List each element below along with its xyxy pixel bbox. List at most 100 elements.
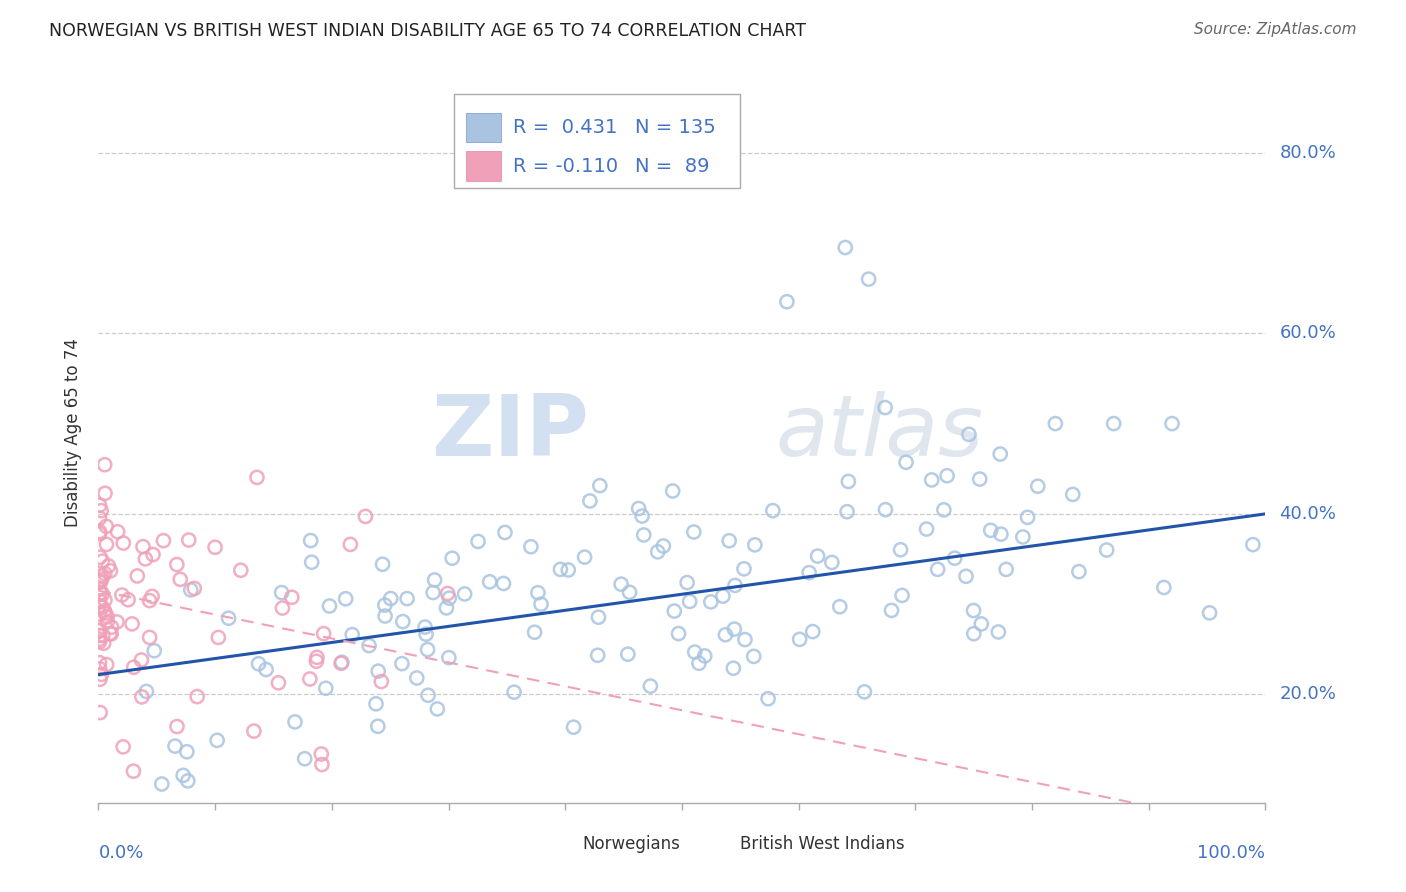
Point xyxy=(1153,581,1175,595)
Point xyxy=(94,606,117,620)
Point xyxy=(955,569,977,583)
Point xyxy=(138,593,160,607)
Point xyxy=(339,537,361,551)
Point xyxy=(89,511,111,525)
Point xyxy=(734,632,756,647)
Text: 80.0%: 80.0% xyxy=(1279,144,1336,161)
Point xyxy=(494,525,516,540)
Point xyxy=(891,588,914,602)
Point xyxy=(797,566,820,580)
Point xyxy=(492,576,515,591)
Point xyxy=(962,603,984,617)
FancyBboxPatch shape xyxy=(454,94,741,188)
Point xyxy=(957,427,980,442)
Point xyxy=(177,773,200,788)
Point xyxy=(357,639,380,653)
Point xyxy=(135,684,157,698)
Text: 0.0%: 0.0% xyxy=(98,844,143,862)
Point xyxy=(152,533,174,548)
Point xyxy=(91,628,114,642)
Point xyxy=(89,632,111,647)
Point xyxy=(586,648,609,663)
Point xyxy=(186,690,208,704)
Point xyxy=(89,673,111,687)
Point xyxy=(589,478,612,492)
Point xyxy=(93,458,115,472)
Point xyxy=(380,591,402,606)
Point xyxy=(335,591,357,606)
Point xyxy=(121,616,143,631)
Point xyxy=(94,593,117,607)
Text: 20.0%: 20.0% xyxy=(1279,685,1336,704)
Point xyxy=(330,655,353,669)
Point xyxy=(132,540,155,554)
Point xyxy=(640,679,662,693)
Point xyxy=(714,628,737,642)
Point xyxy=(963,626,986,640)
Point xyxy=(523,625,546,640)
Point xyxy=(311,747,333,761)
Point xyxy=(557,563,579,577)
Point xyxy=(169,573,191,587)
Point xyxy=(467,534,489,549)
Point xyxy=(1062,487,1084,501)
Point xyxy=(96,537,118,551)
Point xyxy=(172,768,194,782)
Point xyxy=(426,702,449,716)
Point xyxy=(413,620,436,634)
Point xyxy=(631,509,654,524)
Point xyxy=(970,616,993,631)
Point xyxy=(416,642,439,657)
Point xyxy=(676,575,699,590)
Point xyxy=(733,562,755,576)
Point xyxy=(267,675,290,690)
FancyBboxPatch shape xyxy=(711,835,734,851)
Point xyxy=(574,550,596,565)
Point xyxy=(683,645,706,659)
Point xyxy=(422,585,444,599)
Point xyxy=(89,624,111,638)
Point xyxy=(91,600,114,615)
Point xyxy=(315,681,337,696)
Point xyxy=(138,631,160,645)
Point xyxy=(374,609,396,624)
Text: N = 135: N = 135 xyxy=(636,118,716,137)
Point xyxy=(166,558,188,572)
Point xyxy=(131,690,153,704)
Point xyxy=(880,603,903,617)
Point xyxy=(828,599,851,614)
Point xyxy=(1017,510,1039,524)
Point xyxy=(1067,565,1090,579)
Point xyxy=(89,586,111,600)
Point xyxy=(503,685,526,699)
Point xyxy=(679,594,702,608)
Point xyxy=(693,648,716,663)
Text: British West Indians: British West Indians xyxy=(741,835,905,853)
Text: 40.0%: 40.0% xyxy=(1279,505,1336,523)
Point xyxy=(207,631,229,645)
Point xyxy=(271,601,294,615)
Point xyxy=(112,536,135,550)
Point xyxy=(89,575,111,590)
Point xyxy=(835,505,858,519)
Point xyxy=(1198,606,1220,620)
Point xyxy=(89,656,111,670)
Point xyxy=(437,650,460,665)
Text: Norwegians: Norwegians xyxy=(582,835,681,853)
Point xyxy=(284,714,307,729)
FancyBboxPatch shape xyxy=(465,112,501,143)
Point xyxy=(1102,417,1125,431)
Point xyxy=(89,706,111,720)
Point xyxy=(405,671,427,685)
Point xyxy=(367,664,389,678)
Point xyxy=(204,541,226,555)
Point xyxy=(143,644,166,658)
Point xyxy=(915,522,938,536)
Point xyxy=(1011,530,1033,544)
Point xyxy=(91,554,114,568)
Point xyxy=(93,604,115,618)
Point xyxy=(89,499,111,513)
Point xyxy=(853,685,876,699)
Point xyxy=(619,585,641,599)
Point xyxy=(205,733,228,747)
